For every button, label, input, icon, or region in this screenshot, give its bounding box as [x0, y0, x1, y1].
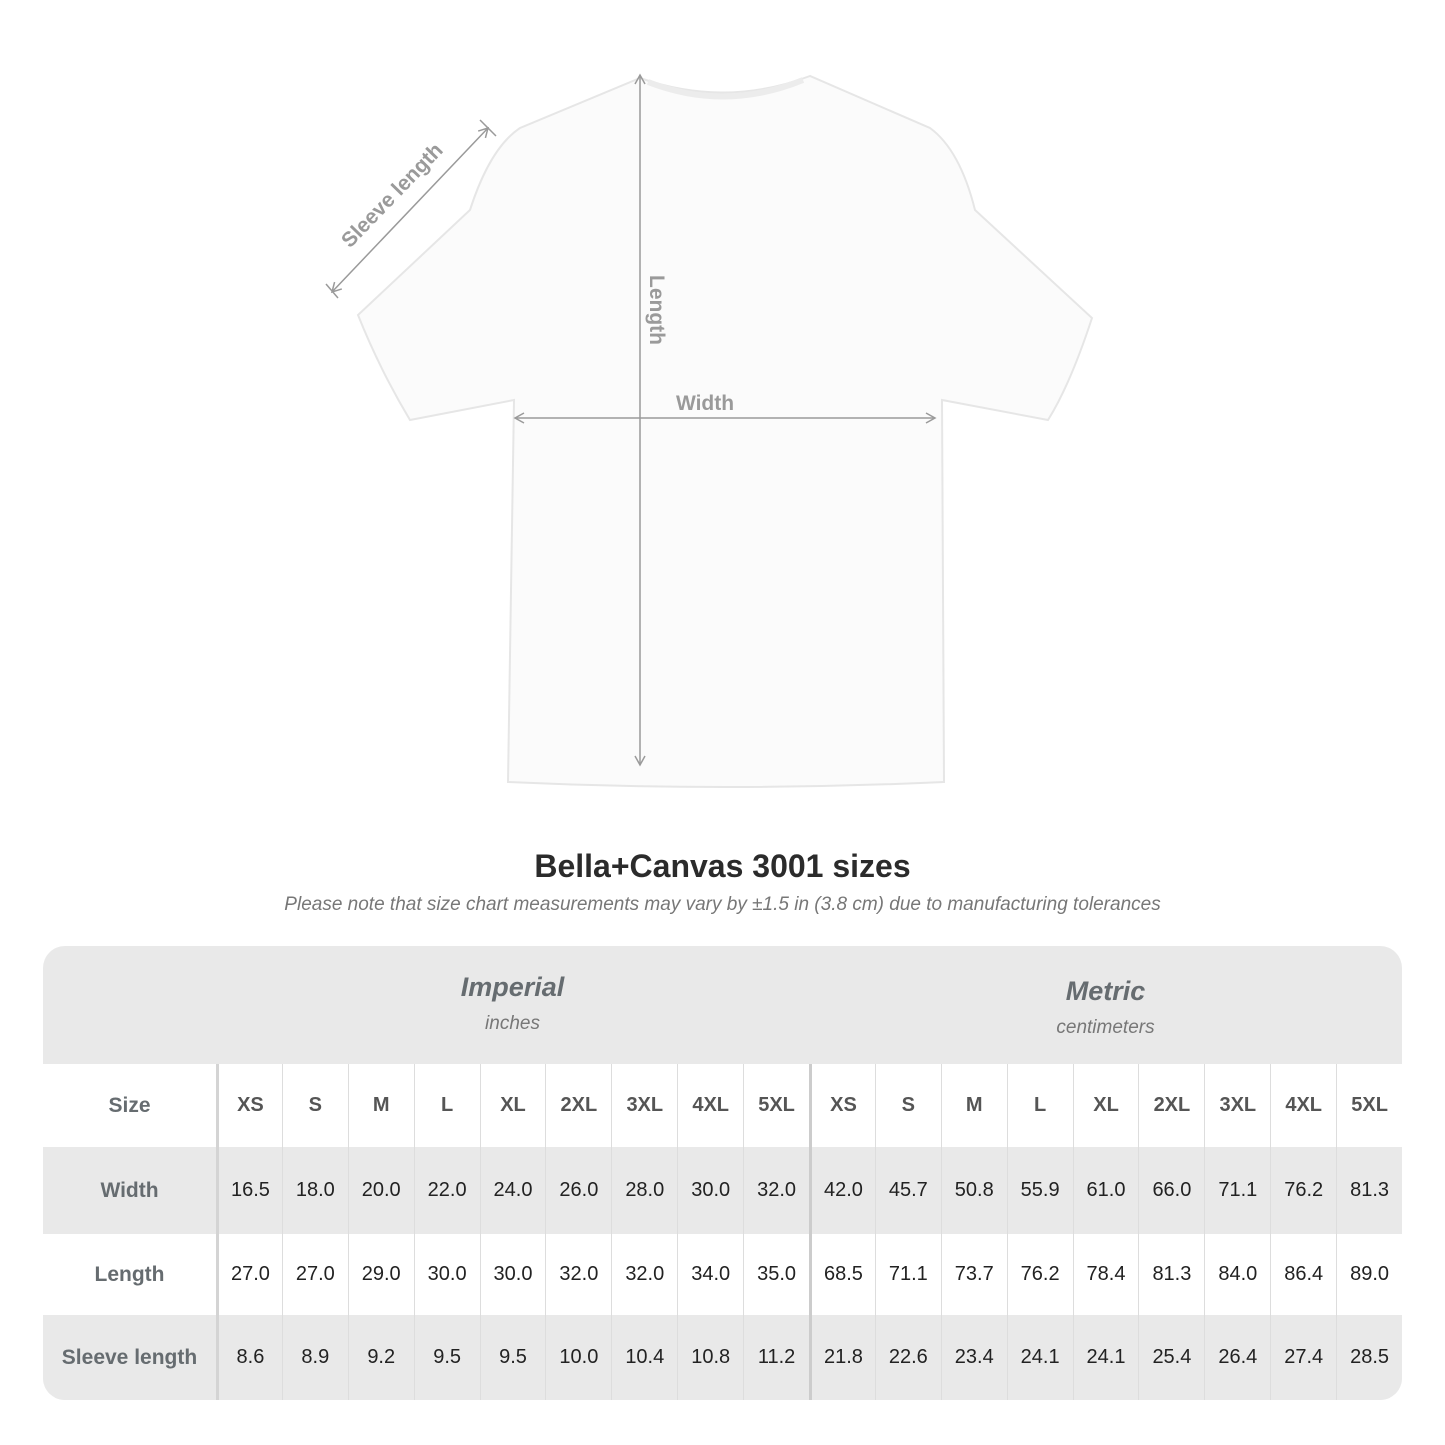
size-header-cell: 4XL: [677, 1064, 743, 1147]
size-table: Imperial inches Metric centimeters Size X…: [43, 946, 1402, 1400]
size-header-cell: 3XL: [611, 1064, 677, 1147]
table-cell: 32.0: [743, 1147, 809, 1234]
sleeve-arrow: [330, 126, 490, 294]
tshirt-shape: [356, 74, 1094, 788]
table-cell: 86.4: [1270, 1234, 1336, 1315]
size-header-cell: 5XL: [1336, 1064, 1402, 1147]
table-cell: 30.0: [413, 1234, 480, 1315]
table-cell: 11.2: [743, 1315, 809, 1400]
size-header-label: Size: [108, 1093, 151, 1117]
table-cell: 71.1: [1204, 1147, 1270, 1234]
length-row: Length 27.0 27.0 29.0 30.0 30.0 32.0 32.0 34.0 35…: [43, 1234, 1402, 1315]
imperial-unit: inches: [485, 1013, 540, 1034]
table-cell: 81.3: [1138, 1234, 1204, 1315]
size-header-cell: S: [281, 1064, 348, 1147]
sleeve-length-row: Sleeve length 8.6 8.9 9.2 9.5 9.5 10.0 10.4 10.8…: [43, 1315, 1402, 1400]
tshirt-diagram: Length Width Sleeve length: [325, 73, 1094, 788]
size-header-cell: 3XL: [1204, 1064, 1270, 1147]
table-cell: 89.0: [1336, 1234, 1402, 1315]
table-cell: 30.0: [677, 1147, 743, 1234]
size-header-cell: L: [413, 1064, 480, 1147]
table-cell: 10.8: [677, 1315, 743, 1400]
table-cell: 34.0: [677, 1234, 743, 1315]
size-header-cell: 4XL: [1270, 1064, 1336, 1147]
size-header-cell: 2XL: [545, 1064, 611, 1147]
table-cell: 76.2: [1270, 1147, 1336, 1234]
table-cell: 16.5: [216, 1147, 282, 1234]
size-header-cell: 5XL: [743, 1064, 809, 1147]
table-cell: 27.0: [216, 1234, 282, 1315]
table-cell: 27.0: [281, 1234, 348, 1315]
table-cell: 42.0: [809, 1147, 875, 1234]
table-cell: 9.2: [347, 1315, 414, 1400]
metric-unit: centimeters: [1056, 1017, 1155, 1038]
width-label: Width: [676, 392, 734, 415]
size-header-cell: XS: [216, 1064, 282, 1147]
table-cell: 28.5: [1336, 1315, 1402, 1400]
table-cell: 10.4: [611, 1315, 677, 1400]
table-cell: 27.4: [1270, 1315, 1336, 1400]
table-cell: 29.0: [347, 1234, 414, 1315]
size-header-cell: XS: [809, 1064, 875, 1147]
table-cell: 26.0: [545, 1147, 611, 1234]
size-header-cell: XL: [1072, 1064, 1139, 1147]
chart-title: Bella+Canvas 3001 sizes: [534, 848, 911, 884]
size-header-cell: M: [940, 1064, 1007, 1147]
table-cell: 61.0: [1072, 1147, 1139, 1234]
table-cell: 26.4: [1204, 1315, 1270, 1400]
table-cell: 28.0: [611, 1147, 677, 1234]
table-cell: 35.0: [743, 1234, 809, 1315]
table-cell: 22.0: [413, 1147, 480, 1234]
tolerance-note: Please note that size chart measurements…: [284, 894, 1161, 915]
table-cell: 73.7: [940, 1234, 1007, 1315]
size-header-cell: S: [874, 1064, 941, 1147]
table-cell: 25.4: [1138, 1315, 1204, 1400]
table-cell: 45.7: [874, 1147, 941, 1234]
size-row: Size XS S M L XL 2XL 3XL 4XL 5XL XS S M L XL 2XL 3XL 4XL 5…: [43, 1064, 1402, 1147]
table-cell: 8.9: [281, 1315, 348, 1400]
table-cell: 84.0: [1204, 1234, 1270, 1315]
size-header-cell: XL: [479, 1064, 546, 1147]
sleeve-length-label: Sleeve length: [337, 139, 448, 252]
row-label: Sleeve length: [61, 1345, 198, 1369]
table-cell: 66.0: [1138, 1147, 1204, 1234]
table-cell: 50.8: [940, 1147, 1007, 1234]
table-cell: 23.4: [940, 1315, 1007, 1400]
table-cell: 68.5: [809, 1234, 875, 1315]
table-cell: 24.1: [1072, 1315, 1139, 1400]
table-cell: 76.2: [1006, 1234, 1073, 1315]
table-cell: 24.1: [1006, 1315, 1073, 1400]
table-cell: 22.6: [874, 1315, 941, 1400]
table-cell: 81.3: [1336, 1147, 1402, 1234]
row-label: Width: [100, 1178, 159, 1202]
metric-label: Metric: [1065, 976, 1146, 1006]
row-label: Length: [94, 1262, 165, 1286]
table-cell: 78.4: [1072, 1234, 1139, 1315]
metric-header: Metric centimeters: [809, 946, 1402, 1094]
size-header-cell: 2XL: [1138, 1064, 1204, 1147]
length-label: Length: [645, 275, 668, 345]
table-cell: 20.0: [347, 1147, 414, 1234]
table-cell: 32.0: [611, 1234, 677, 1315]
table-cell: 9.5: [479, 1315, 546, 1400]
table-cell: 8.6: [216, 1315, 282, 1400]
imperial-header: Imperial inches: [216, 946, 809, 1090]
table-cell: 10.0: [545, 1315, 611, 1400]
table-cell: 18.0: [281, 1147, 348, 1234]
imperial-label: Imperial: [460, 972, 565, 1002]
size-header-cell: L: [1006, 1064, 1073, 1147]
table-cell: 24.0: [479, 1147, 546, 1234]
size-header-cell: M: [347, 1064, 414, 1147]
table-cell: 71.1: [874, 1234, 941, 1315]
table-cell: 9.5: [413, 1315, 480, 1400]
table-cell: 32.0: [545, 1234, 611, 1315]
table-cell: 30.0: [479, 1234, 546, 1315]
table-cell: 21.8: [809, 1315, 875, 1400]
width-row: Width 16.5 18.0 20.0 22.0 24.0 26.0 28.0 30.0 32.…: [43, 1147, 1402, 1234]
table-cell: 55.9: [1006, 1147, 1073, 1234]
